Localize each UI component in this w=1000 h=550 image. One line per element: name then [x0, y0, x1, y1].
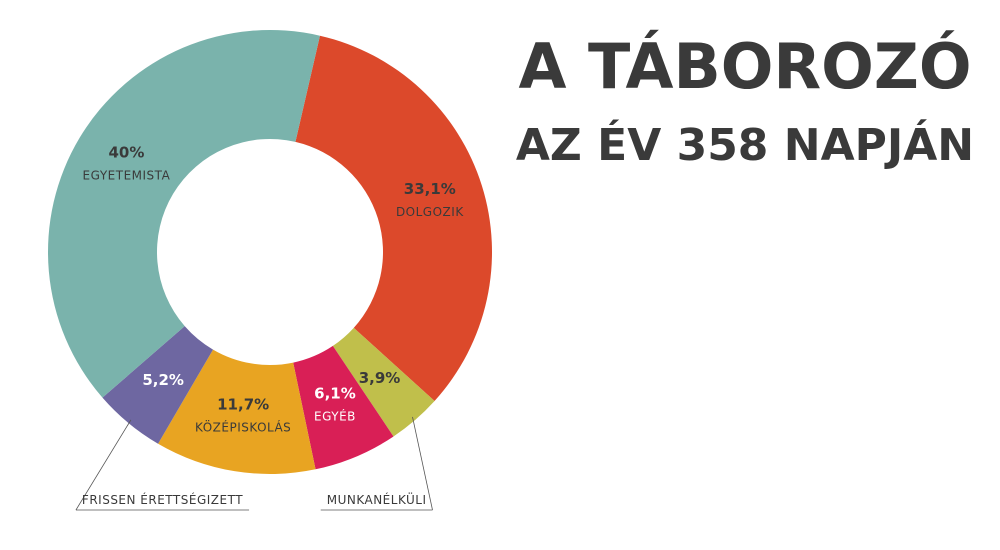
slice [47, 29, 320, 398]
slice [102, 326, 214, 444]
chart-subtitle: AZ ÉV 358 NAPJÁN [516, 118, 974, 171]
leader-line [412, 416, 433, 511]
category-label: FRISSEN ÉRETTSÉGIZETT [82, 492, 243, 507]
value-label: 11,7% [217, 395, 269, 413]
leader-line [75, 419, 132, 511]
slice [158, 349, 316, 474]
category-label: DOLGOZIK [396, 205, 464, 219]
category-label: MUNKANÉLKÜLI [327, 491, 427, 507]
chart-title: A TÁBOROZÓ [518, 30, 971, 103]
value-label: 40% [108, 144, 144, 162]
category-label: KÖZÉPISKOLÁS [195, 418, 291, 434]
slice [295, 35, 493, 402]
value-label: 5,2% [142, 371, 184, 389]
value-label: 6,1% [314, 384, 356, 402]
value-label: 33,1% [404, 180, 456, 198]
category-label: EGYÉB [314, 408, 356, 423]
category-label: EGYETEMISTA [83, 169, 171, 183]
slice [293, 345, 394, 470]
slice [332, 327, 435, 437]
value-label: 3,9% [359, 369, 401, 387]
